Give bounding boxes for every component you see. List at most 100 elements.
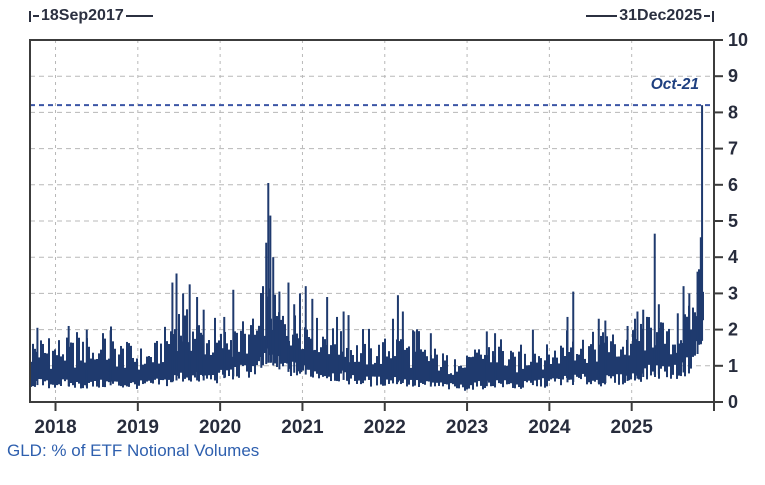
series-column — [252, 318, 254, 367]
series-column — [504, 365, 506, 381]
series-column — [352, 354, 354, 376]
series-column — [370, 348, 372, 387]
series-column — [456, 371, 458, 389]
series-column — [192, 331, 194, 376]
series-column — [94, 359, 96, 382]
series-column — [382, 342, 384, 386]
series-spike — [701, 105, 704, 341]
series-column — [408, 346, 410, 385]
x-tick-label: 2025 — [611, 417, 654, 438]
series-column — [472, 356, 474, 390]
series-spike — [342, 311, 345, 380]
series-column — [516, 372, 518, 385]
series-gld-volume — [30, 105, 704, 391]
series-spike — [597, 318, 600, 384]
series-column — [698, 269, 700, 345]
y-tick-label: 0 — [728, 392, 738, 412]
series-spike — [293, 304, 296, 373]
series-column — [638, 341, 640, 380]
series-column — [492, 351, 494, 387]
series-column — [434, 348, 436, 387]
series-spike — [311, 298, 314, 376]
series-column — [148, 355, 150, 381]
series-column — [534, 353, 536, 381]
series-column — [64, 360, 66, 382]
series-column — [164, 326, 166, 380]
series-column — [518, 351, 520, 388]
series-spike — [36, 327, 39, 386]
series-column — [218, 340, 220, 373]
series-spike — [566, 316, 569, 383]
series-column — [524, 353, 526, 382]
series-column — [122, 348, 124, 388]
series-column — [284, 324, 286, 363]
series-spike — [267, 182, 270, 363]
range-start-cap-tick — [29, 10, 31, 22]
series-column — [452, 374, 454, 385]
series-column — [602, 332, 604, 384]
series-column — [522, 368, 524, 388]
series-column — [242, 321, 244, 367]
series-column — [84, 362, 86, 386]
series-column — [206, 343, 208, 379]
series-spike — [202, 309, 205, 381]
series-column — [140, 348, 142, 381]
series-spike — [265, 242, 268, 365]
series-column — [582, 339, 584, 374]
series-column — [592, 331, 594, 381]
series-column — [290, 345, 292, 377]
series-column — [618, 356, 620, 385]
x-tick-label: 2022 — [364, 417, 406, 438]
y-tick-label: 2 — [728, 320, 738, 340]
series-column — [354, 361, 356, 381]
series-column — [520, 344, 522, 389]
series-column — [220, 333, 222, 370]
series-spike — [391, 318, 394, 383]
series-column — [666, 331, 668, 378]
series-column — [204, 354, 206, 376]
series-column — [256, 330, 258, 366]
series-column — [310, 338, 312, 377]
series-column — [554, 350, 556, 382]
series-spike — [696, 271, 699, 354]
series-column — [388, 351, 390, 384]
series-column — [662, 322, 664, 367]
series-spike — [304, 286, 307, 375]
series-column — [276, 316, 278, 368]
series-column — [154, 342, 156, 380]
series-column — [212, 352, 214, 376]
series-column — [588, 346, 590, 383]
series-column — [440, 367, 442, 383]
x-tick-label: 2021 — [281, 417, 324, 438]
series-column — [240, 330, 242, 365]
series-column — [394, 356, 396, 378]
series-column — [542, 369, 544, 379]
series-column — [322, 336, 324, 377]
series-column — [608, 352, 610, 377]
series-column — [422, 351, 424, 384]
series-column — [50, 368, 52, 385]
series-spike — [396, 295, 399, 383]
series-spike — [604, 320, 607, 384]
series-column — [102, 333, 104, 387]
series-column — [286, 335, 288, 364]
series-column — [346, 347, 348, 381]
series-column — [246, 353, 248, 372]
series-column — [390, 358, 392, 381]
series-spike — [188, 284, 191, 380]
series-spike — [413, 331, 416, 386]
series-column — [96, 358, 98, 387]
series-column — [42, 343, 44, 386]
range-end-annotation: 31Dec2025 — [586, 7, 714, 24]
series-column — [376, 356, 378, 386]
series-spike — [171, 282, 174, 383]
series-column — [368, 328, 370, 380]
series-column — [80, 360, 82, 389]
series-column — [108, 358, 110, 383]
series-column — [466, 355, 468, 390]
series-spike — [278, 291, 281, 370]
series-column — [670, 354, 672, 379]
series-column — [616, 356, 618, 375]
series-column — [528, 365, 530, 381]
series-spike — [85, 329, 88, 387]
